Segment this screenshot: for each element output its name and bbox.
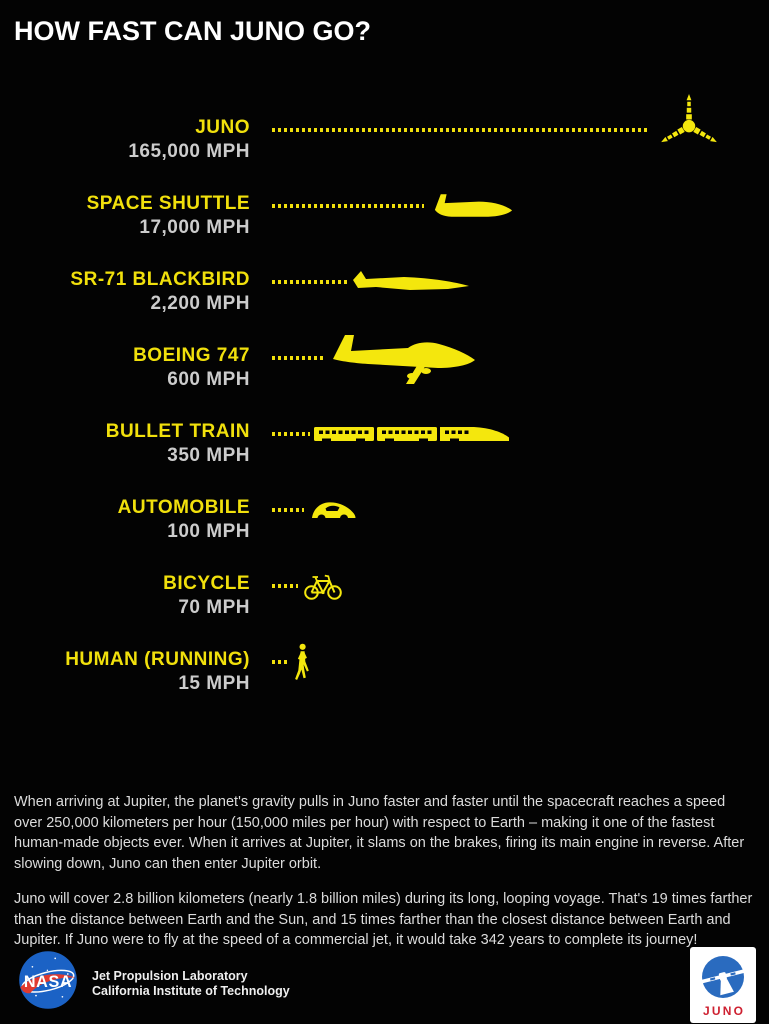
dotted-leader-line [272,508,304,512]
speed-row-boeing747: BOEING 747 600 MPH [0,332,769,408]
vehicle-label: SR-71 BLACKBIRD [70,269,250,290]
dotted-leader-line [272,128,648,132]
vehicle-label: AUTOMOBILE [117,497,250,518]
juno-spacecraft-icon [652,93,726,167]
footer: NASA Jet Propulsion Laboratory Californi… [0,945,769,1024]
vehicle-label: BULLET TRAIN [105,421,250,442]
automobile-icon [310,499,356,521]
svg-text:NASA: NASA [24,973,72,991]
vehicle-speed: 15 MPH [178,673,250,694]
speed-row-bullet-train: BULLET TRAIN 350 MPH [0,408,769,484]
vehicle-speed: 350 MPH [167,445,250,466]
sr71-blackbird-icon [352,269,470,295]
speed-row-automobile: AUTOMOBILE 100 MPH [0,484,769,560]
speed-row-sr71: SR-71 BLACKBIRD 2,200 MPH [0,256,769,332]
vehicle-speed: 17,000 MPH [139,217,250,238]
paragraph-journey: Juno will cover 2.8 billion kilometers (… [14,890,753,949]
vehicle-speed: 2,200 MPH [150,293,250,314]
footer-org-line2: California Institute of Technology [92,984,290,998]
speed-comparison-chart: JUNO 165,000 MPH [0,93,769,712]
speed-row-space-shuttle: SPACE SHUTTLE 17,000 MPH [0,180,769,256]
vehicle-label: SPACE SHUTTLE [86,193,250,214]
dotted-leader-line [272,356,324,360]
dotted-leader-line [272,204,424,208]
vehicle-label: HUMAN (RUNNING) [65,649,250,670]
vehicle-speed: 70 MPH [178,597,250,618]
speed-row-juno: JUNO 165,000 MPH [0,93,769,180]
human-running-icon [293,643,311,681]
dotted-leader-line [272,432,310,436]
nasa-logo: NASA [18,950,78,1015]
vehicle-speed: 100 MPH [167,521,250,542]
speed-row-human: HUMAN (RUNNING) 15 MPH [0,636,769,712]
body-text: When arriving at Jupiter, the planet's g… [14,792,756,965]
footer-org-line1: Jet Propulsion Laboratory [92,969,248,983]
juno-mission-logo: JUNO [690,947,756,1023]
vehicle-label: JUNO [195,117,250,138]
vehicle-label: BICYCLE [163,573,250,594]
boeing-747-icon [328,330,478,386]
bullet-train-icon [312,421,512,447]
juno-logo-text: JUNO [703,1004,746,1018]
paragraph-arrival: When arriving at Jupiter, the planet's g… [14,794,745,873]
dotted-leader-line [272,280,348,284]
vehicle-speed: 165,000 MPH [128,141,250,162]
dotted-leader-line [272,660,289,664]
bicycle-icon [303,571,343,601]
page-title: HOW FAST CAN JUNO GO? [14,16,371,46]
vehicle-speed: 600 MPH [167,369,250,390]
vehicle-label: BOEING 747 [133,345,250,366]
space-shuttle-icon [430,191,514,221]
dotted-leader-line [272,584,298,588]
speed-row-bicycle: BICYCLE 70 MPH [0,560,769,636]
